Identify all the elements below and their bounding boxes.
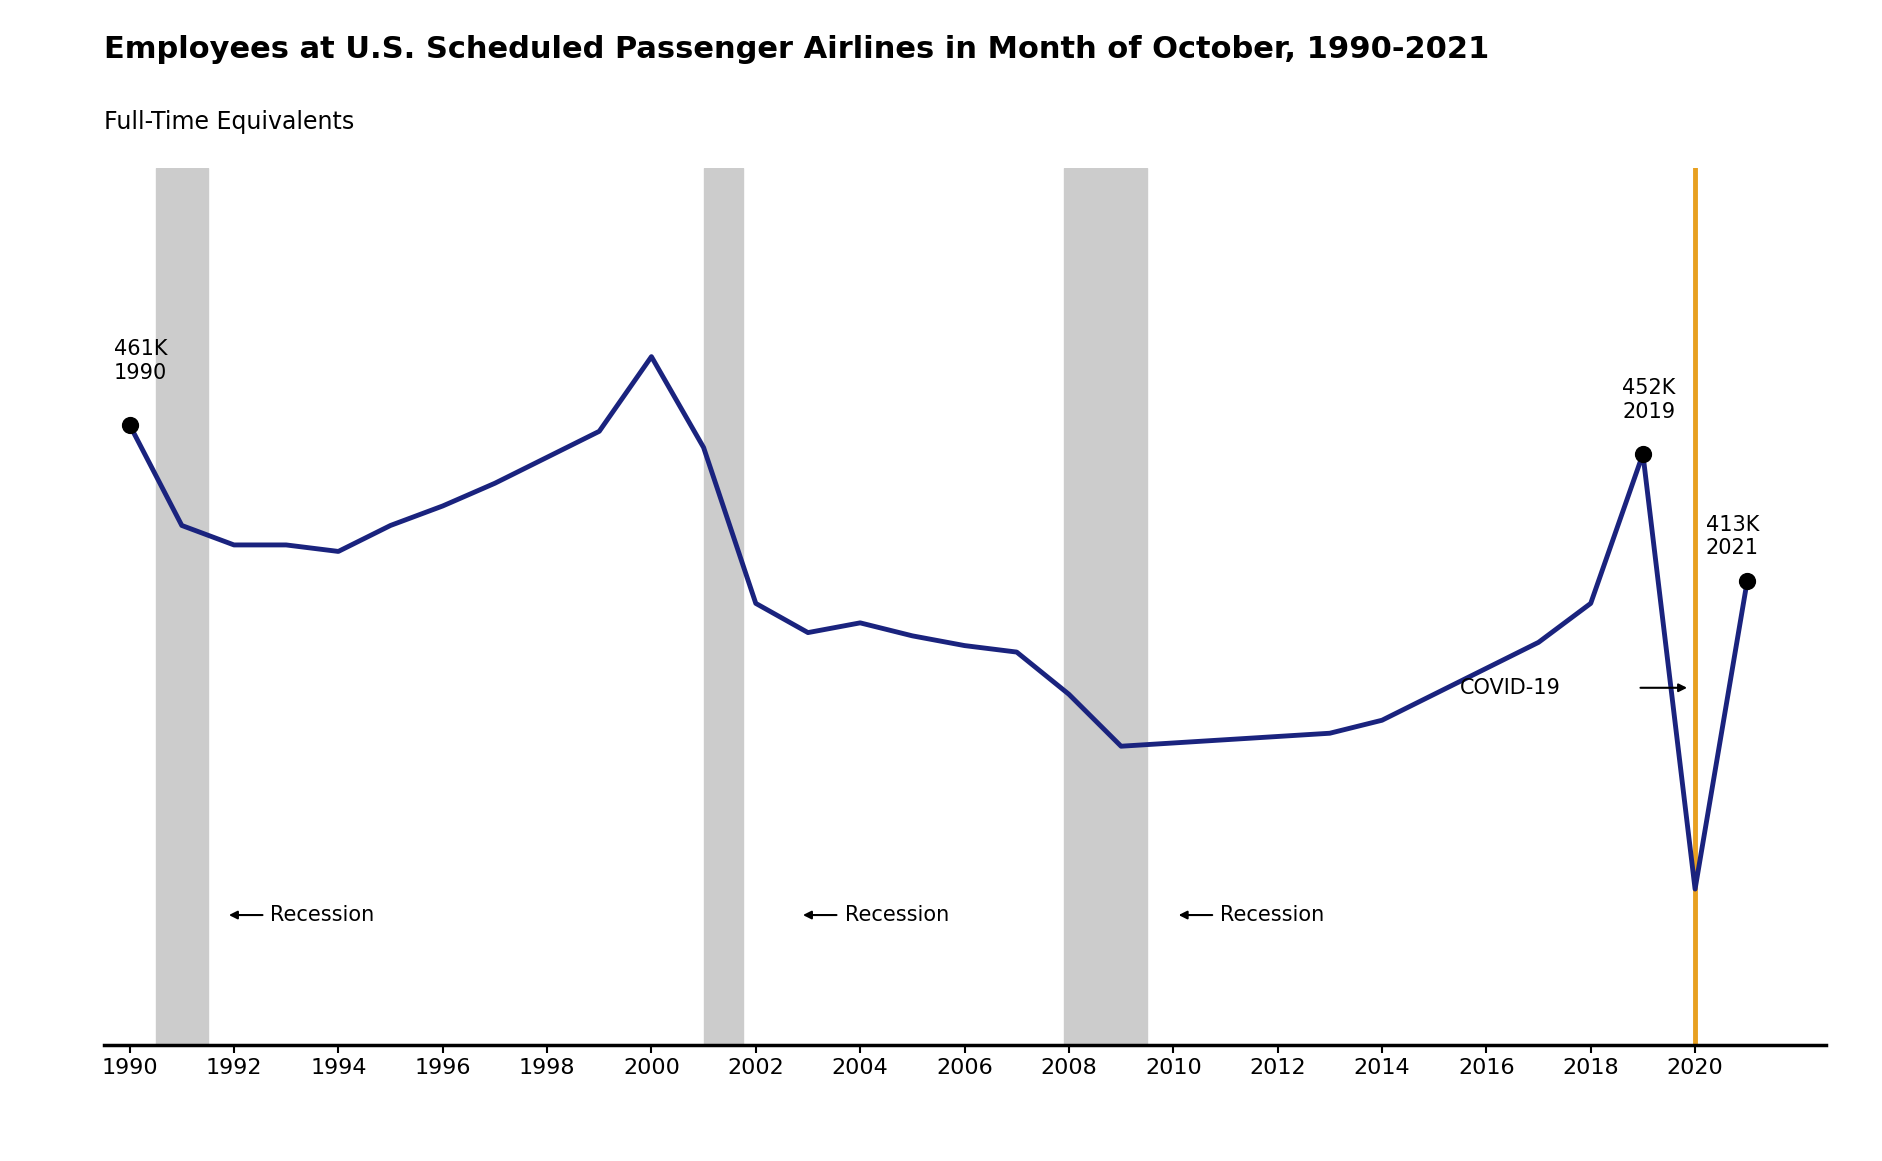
- Text: 461K
1990: 461K 1990: [115, 339, 167, 383]
- Point: [115, 416, 145, 434]
- Text: 413K
2021: 413K 2021: [1705, 514, 1760, 558]
- Text: 452K
2019: 452K 2019: [1622, 378, 1675, 421]
- Text: Employees at U.S. Scheduled Passenger Airlines in Month of October, 1990-2021: Employees at U.S. Scheduled Passenger Ai…: [104, 35, 1489, 64]
- Bar: [156, 168, 207, 1045]
- Text: Recession: Recession: [845, 906, 949, 925]
- Text: Recession: Recession: [1220, 906, 1325, 925]
- Point: [1731, 571, 1762, 590]
- Text: Recession: Recession: [271, 906, 375, 925]
- Text: COVID-19: COVID-19: [1460, 678, 1562, 698]
- Bar: [704, 168, 743, 1045]
- Bar: [1063, 168, 1148, 1045]
- Text: Full-Time Equivalents: Full-Time Equivalents: [104, 110, 354, 135]
- Point: [1628, 445, 1658, 463]
